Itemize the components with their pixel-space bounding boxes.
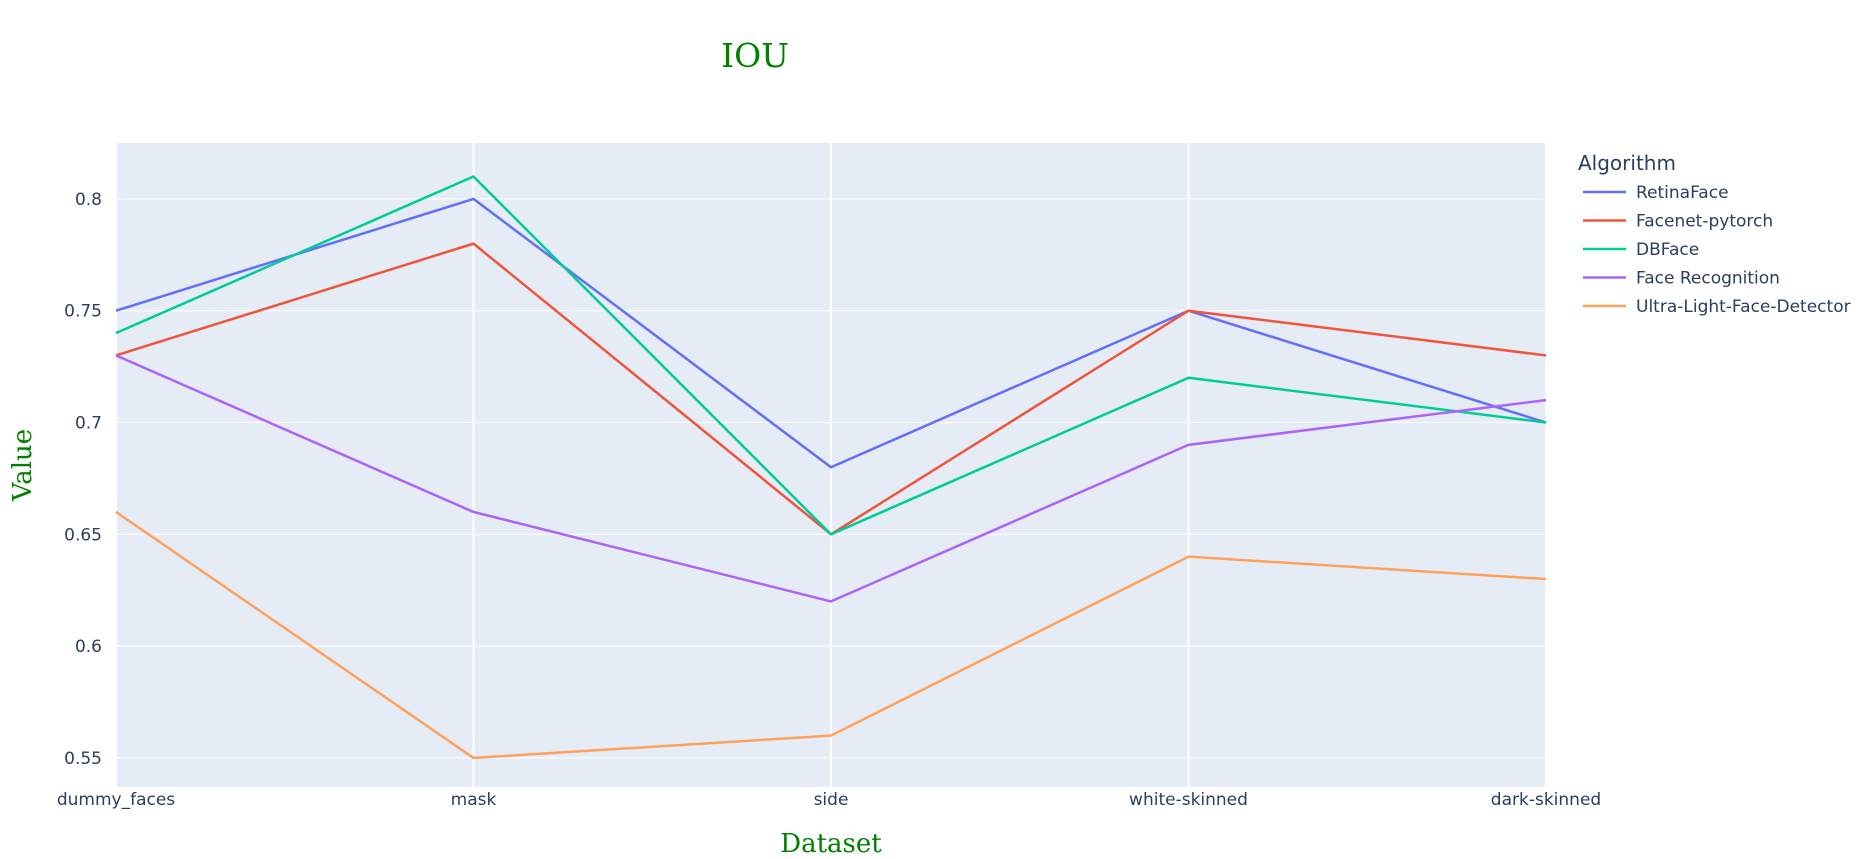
legend-title: Algorithm xyxy=(1578,151,1676,175)
y-tick-label: 0.6 xyxy=(75,637,102,657)
legend-label: DBFace xyxy=(1636,240,1699,260)
legend-item[interactable]: DBFace xyxy=(1583,240,1699,260)
legend-item[interactable]: Face Recognition xyxy=(1583,269,1780,289)
series-lines xyxy=(115,175,1547,760)
x-tick-label: dummy_faces xyxy=(57,790,175,810)
series-line-dbface xyxy=(115,175,1547,536)
legend-label: Facenet-pytorch xyxy=(1636,212,1773,232)
x-tick-label: dark-skinned xyxy=(1491,790,1601,810)
series-line-ultra-light-face-detector xyxy=(115,510,1547,760)
x-axis-title: Dataset xyxy=(780,829,882,859)
legend-label: Ultra-Light-Face-Detector xyxy=(1636,297,1851,317)
legend: Algorithm RetinaFace Facenet-pytorch DBFac… xyxy=(1578,151,1851,317)
legend-label: RetinaFace xyxy=(1636,183,1729,203)
series-line-face-recognition xyxy=(115,354,1547,603)
y-tick-label: 0.7 xyxy=(75,414,102,434)
legend-item[interactable]: RetinaFace xyxy=(1583,183,1729,203)
y-axis-title: Value xyxy=(8,429,38,502)
y-tick-label: 0.55 xyxy=(64,749,102,769)
chart-title: IOU xyxy=(721,36,789,75)
y-axis-ticks: 0.55 0.6 0.65 0.7 0.75 0.8 xyxy=(64,190,102,769)
x-tick-label: mask xyxy=(451,790,497,810)
y-tick-label: 0.65 xyxy=(64,525,102,545)
y-tick-label: 0.8 xyxy=(75,190,102,210)
legend-label: Face Recognition xyxy=(1636,269,1780,289)
series-line-retinaface xyxy=(115,197,1547,469)
y-tick-label: 0.75 xyxy=(64,302,102,322)
x-tick-label: white-skinned xyxy=(1129,790,1248,810)
legend-item[interactable]: Ultra-Light-Face-Detector xyxy=(1583,297,1851,317)
x-tick-label: side xyxy=(814,790,849,810)
legend-item[interactable]: Facenet-pytorch xyxy=(1583,212,1773,232)
x-axis-ticks: dummy_faces mask side white-skinned dark-ski… xyxy=(57,790,1601,810)
